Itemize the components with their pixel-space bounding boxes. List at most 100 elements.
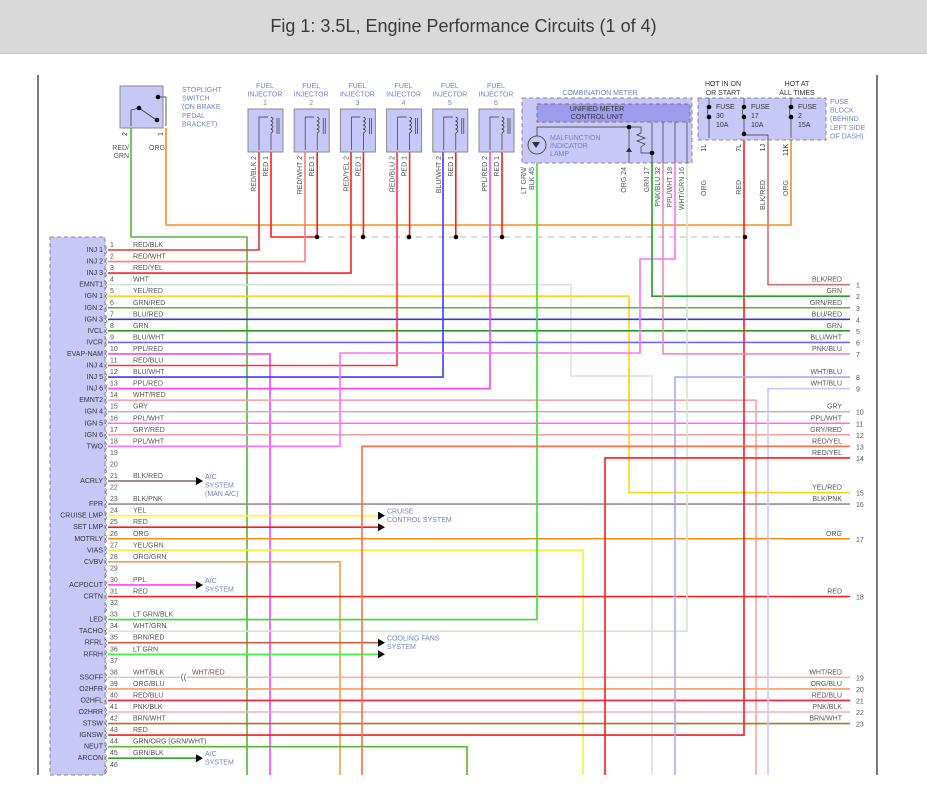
pin-number: 1 <box>158 132 165 136</box>
unit-label: CONTROL UNIT <box>571 114 624 121</box>
ecm-pin-number: 33 <box>110 612 118 619</box>
right-wire-label: PNK/BLK <box>812 704 842 711</box>
ecm-pin-number: 9 <box>110 334 114 341</box>
splice-dot <box>314 234 320 240</box>
ecm-wire-label: PPL/WHT <box>133 438 165 445</box>
ecm-pin-name: ARCON <box>78 755 103 762</box>
ecm-wire-label: RED/YEL <box>133 265 163 272</box>
destination-label: CRUISE <box>387 509 414 516</box>
coil-icon <box>362 116 372 150</box>
ecm-pin-name: CRUISE LMP <box>60 513 103 520</box>
meter-pin-label: GRN 17 <box>644 167 651 192</box>
right-pin-number: 2 <box>856 294 860 301</box>
coil-icon <box>316 116 326 150</box>
ecm-wire-label: BRN/RED <box>133 635 165 642</box>
destination-label: (MAN A/C) <box>205 491 238 498</box>
wire-label: RED/ <box>112 145 129 152</box>
connector-terminal-icon <box>104 557 107 567</box>
stoplight-switch-name: SWITCH <box>182 96 210 103</box>
injector-title: INJECTOR <box>386 92 421 99</box>
connector-terminal-icon <box>104 684 107 694</box>
injector-title: FUEL <box>256 83 274 90</box>
connector-terminal-icon <box>104 407 107 416</box>
right-wire-label: GRN/RED <box>810 300 842 307</box>
connector-terminal-icon <box>104 395 107 405</box>
destination-label: A/C <box>205 474 217 481</box>
right-wire-label: GRY <box>827 404 842 411</box>
splice-dot <box>360 234 366 240</box>
inline-connector-icon <box>181 673 187 682</box>
connector-terminal-icon <box>104 245 107 255</box>
right-wire-label: PPL/WHT <box>811 415 843 422</box>
injector-title: INJECTOR <box>340 92 375 99</box>
ecm-wire-label: BRN/WHT <box>133 716 166 723</box>
right-source-wire-1 <box>767 140 850 286</box>
right-source-wire-7 <box>662 163 850 355</box>
ecm-pin-number: 31 <box>110 589 118 596</box>
wire-label: GRN <box>113 153 129 160</box>
injector-title: INJECTOR <box>432 92 467 99</box>
right-wire-label: GRN <box>826 323 842 330</box>
fuse-label: 2 <box>798 113 802 120</box>
stoplight-switch-name: PEDAL <box>182 113 205 120</box>
ecm-wire-label: PPL/RED <box>133 381 163 388</box>
right-wire-label: ORG/BLU <box>810 681 842 688</box>
meter-pin-label: ORG 24 <box>621 167 628 193</box>
fuse-wire-label: RED <box>736 180 743 195</box>
right-source-wire-13 <box>361 445 850 775</box>
ecm-wire-label: BLK/RED <box>133 473 163 480</box>
ecm-wire-label: PPL <box>133 577 146 584</box>
right-source-wire-14 <box>604 457 850 775</box>
injector-title: FUEL <box>348 83 366 90</box>
injector-title: INJECTOR <box>248 92 283 99</box>
connector-terminal-icon <box>104 430 107 440</box>
ecm-wire-label: RED <box>133 727 148 734</box>
right-wire-label: RED/YEL <box>812 438 842 445</box>
connector-terminal-icon <box>104 707 107 717</box>
injector-pin-label: RED 1 <box>494 156 501 177</box>
splice-dot <box>741 131 747 137</box>
coil-icon <box>270 116 280 150</box>
ecm-wire-label: WHT/RED <box>133 392 166 399</box>
ecm-pin-name: IGN 2 <box>85 305 103 312</box>
meter-pin-label: PNK/BLU 32 <box>655 167 662 207</box>
ecm-pin-name: VIAS <box>87 547 103 554</box>
right-wire-label: BLU/WHT <box>811 334 843 341</box>
ecm-pin-number: 24 <box>110 508 118 515</box>
connector-terminal-icon <box>104 326 107 336</box>
connector-terminal-icon <box>104 476 107 486</box>
inline-wire-label: WHT/RED <box>192 669 225 676</box>
stoplight-switch-name: BRACKET) <box>182 121 217 128</box>
connector-terminal-icon <box>104 626 107 636</box>
connector-terminal-icon <box>104 303 107 312</box>
injector-title: 5 <box>448 100 452 107</box>
ecm-pin-number: 36 <box>110 646 118 653</box>
connector-terminal-icon <box>104 453 107 463</box>
splice-dot <box>406 234 412 240</box>
fuel-injector-2 <box>293 108 330 153</box>
connector-terminal-icon <box>104 661 107 671</box>
fuse-wire-label: BLK/RED <box>760 180 767 210</box>
right-wire-label: GRN <box>826 288 842 295</box>
right-wire-label: WHT/BLU <box>811 369 843 376</box>
ecm-pin-number: 12 <box>110 369 118 376</box>
ecm-pin-name: CVBV <box>84 559 103 566</box>
ecm-pin-number: 29 <box>110 565 118 572</box>
ecm-wire-44 <box>108 745 468 775</box>
ecm-pin-name: O2HRR <box>78 709 103 716</box>
ecm-pin-name: INJ 6 <box>87 386 103 393</box>
right-wire-label: RED/BLU <box>812 692 842 699</box>
connector-terminal-icon <box>104 603 107 613</box>
splice-dot <box>788 104 794 110</box>
ecm-pin-number: 44 <box>110 739 118 746</box>
connector-terminal-icon <box>104 257 107 266</box>
splice-dot <box>499 234 505 240</box>
ecm-wire-label: BLK/PNK <box>133 496 163 503</box>
ecm-pin-number: 26 <box>110 531 118 538</box>
coil-lead <box>397 116 407 150</box>
ecm-pin-name: IGN 1 <box>85 293 103 300</box>
ecm-pin-name: IGN 4 <box>85 409 103 416</box>
fuse-label: FUSE <box>716 104 735 111</box>
injector-title: FUEL <box>395 83 413 90</box>
ecm-pin-number: 20 <box>110 461 118 468</box>
